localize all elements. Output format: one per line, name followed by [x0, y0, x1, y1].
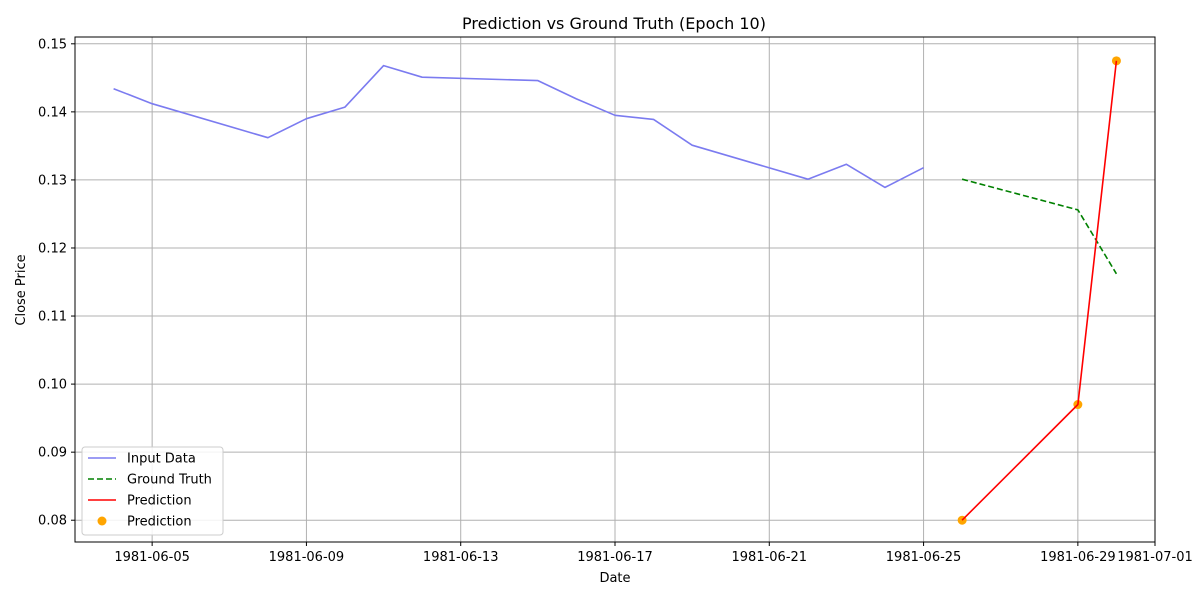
y-tick-label: 0.15	[38, 37, 67, 52]
y-tick-label: 0.09	[38, 446, 67, 461]
y-tick-label: 0.14	[38, 105, 67, 120]
y-tick-label: 0.08	[38, 514, 67, 529]
x-tick-label: 1981-06-25	[886, 550, 962, 565]
y-tick-label: 0.12	[38, 241, 67, 256]
x-axis-label: Date	[599, 571, 630, 586]
legend-entry-prediction: Prediction	[127, 515, 192, 530]
ground-truth-line	[961, 178, 1118, 275]
grid	[75, 37, 1155, 542]
legend: Input Data Ground Truth Prediction Predicti…	[81, 446, 224, 536]
series-layer	[113, 56, 1121, 525]
y-axis-label: Close Price	[14, 254, 29, 325]
chart-title: Prediction vs Ground Truth (Epoch 10)	[462, 14, 766, 33]
prediction-line	[961, 60, 1118, 521]
legend-entry-ground-truth: Ground Truth	[127, 473, 212, 488]
x-tick-label: 1981-06-05	[114, 550, 190, 565]
x-tick-label: 1981-06-09	[269, 550, 345, 565]
y-tick-label: 0.10	[38, 378, 67, 393]
x-tick-label: 1981-06-13	[423, 550, 499, 565]
legend-box	[81, 446, 224, 536]
y-tick-label: 0.11	[38, 310, 67, 325]
legend-swatch-prediction-marker	[97, 516, 107, 526]
y-tick-label: 0.13	[38, 173, 67, 188]
legend-entry-input-data: Input Data	[127, 452, 196, 467]
x-tick-label: 1981-07-01	[1117, 550, 1193, 565]
legend-entry-prediction: Prediction	[127, 494, 192, 509]
ticks: 1981-06-05 1981-06-09 1981-06-13 1981-06-17…	[38, 37, 1193, 565]
x-tick-label: 1981-06-21	[732, 550, 808, 565]
x-tick-label: 1981-06-17	[577, 550, 653, 565]
x-tick-label: 1981-06-29	[1040, 550, 1116, 565]
input-data-line	[113, 64, 924, 189]
